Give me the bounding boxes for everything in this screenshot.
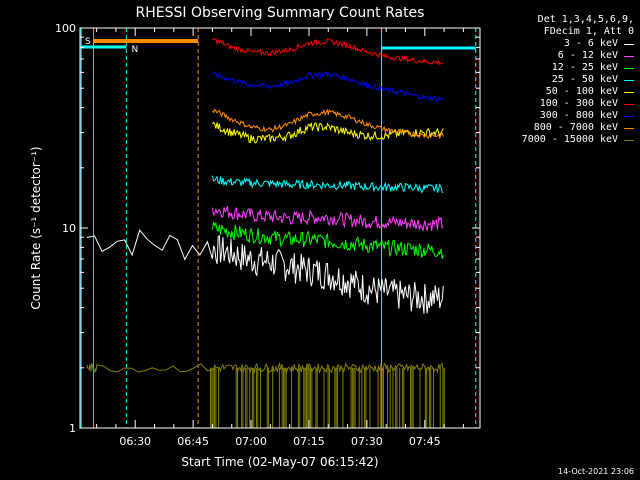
legend-label: 300 - 800 keV: [539, 110, 618, 121]
legend-entry-3: 25 - 50 keV: [522, 74, 634, 86]
x-tick-label-2: 07:00: [235, 435, 267, 448]
legend-swatch: [624, 55, 634, 57]
legend-label: 100 - 300 keV: [539, 98, 618, 109]
x-tick-label-4: 07:30: [351, 435, 383, 448]
series-line-3: [211, 175, 444, 194]
legend-label: 25 - 50 keV: [551, 74, 618, 85]
y-tick-label-0: 1: [69, 422, 76, 435]
series-line-1: [211, 205, 444, 232]
legend-entry-2: 12 - 25 keV: [522, 62, 634, 74]
legend-swatch: [624, 103, 634, 105]
legend-swatch: [624, 91, 634, 93]
legend-label: 12 - 25 keV: [551, 62, 618, 73]
series-line-2: [211, 221, 444, 259]
legend-swatch: [624, 43, 634, 45]
legend-entry-7: 800 - 7000 keV: [522, 122, 634, 134]
legend-label: 7000 - 15000 keV: [521, 134, 618, 145]
night-label: N: [131, 45, 138, 55]
y-axis-label: Count Rate (s⁻¹ detector⁻¹): [29, 146, 43, 309]
legend-label: 6 - 12 keV: [557, 50, 618, 61]
plot-area: SN: [80, 28, 477, 428]
series-line-7: [212, 108, 444, 140]
series-line-5: [212, 38, 444, 66]
legend: Det 1,3,4,5,6,9, FDecim 1, Att 0 3 - 6 k…: [522, 14, 634, 146]
x-tick-label-0: 06:30: [119, 435, 151, 448]
legend-entry-8: 7000 - 15000 keV: [522, 134, 634, 146]
x-tick-label-5: 07:45: [409, 435, 441, 448]
axes: 1 10 100 06:30 06:45 07:00 07:15 07:30 07:45: [55, 22, 480, 448]
legend-swatch: [624, 115, 634, 117]
legend-entry-0: 3 - 6 keV: [522, 38, 634, 50]
saa-label: S: [85, 37, 91, 47]
legend-header-line-2: FDecim 1, Att 0: [543, 26, 634, 37]
series-line-6: [211, 70, 444, 102]
legend-entry-1: 6 - 12 keV: [522, 50, 634, 62]
y-tick-label-1: 10: [62, 222, 76, 235]
legend-header-line-1: Det 1,3,4,5,6,9,: [537, 14, 634, 25]
legend-label: 50 - 100 keV: [545, 86, 618, 97]
series-line-8: [86, 361, 444, 374]
generation-timestamp: 14-Oct-2021 23:06: [558, 467, 634, 476]
x-tick-label-3: 07:15: [293, 435, 325, 448]
legend-swatch: [624, 139, 634, 141]
legend-swatch: [624, 79, 634, 81]
chart-title: RHESSI Observing Summary Count Rates: [136, 5, 425, 21]
legend-entry-6: 300 - 800 keV: [522, 110, 634, 122]
legend-label: 3 - 6 keV: [563, 38, 618, 49]
legend-entries: 3 - 6 keV 6 - 12 keV 12 - 25 keV 25 - 50 ke…: [522, 38, 634, 146]
legend-swatch: [624, 127, 634, 129]
x-axis-label: Start Time (02-May-07 06:15:42): [181, 455, 378, 469]
legend-entry-4: 50 - 100 keV: [522, 86, 634, 98]
x-tick-label-1: 06:45: [177, 435, 209, 448]
legend-entry-5: 100 - 300 keV: [522, 98, 634, 110]
legend-swatch: [624, 67, 634, 69]
series-line-4: [212, 121, 444, 144]
series-line-0: [86, 229, 444, 314]
legend-label: 800 - 7000 keV: [533, 122, 618, 133]
y-tick-label-2: 100: [55, 22, 76, 35]
